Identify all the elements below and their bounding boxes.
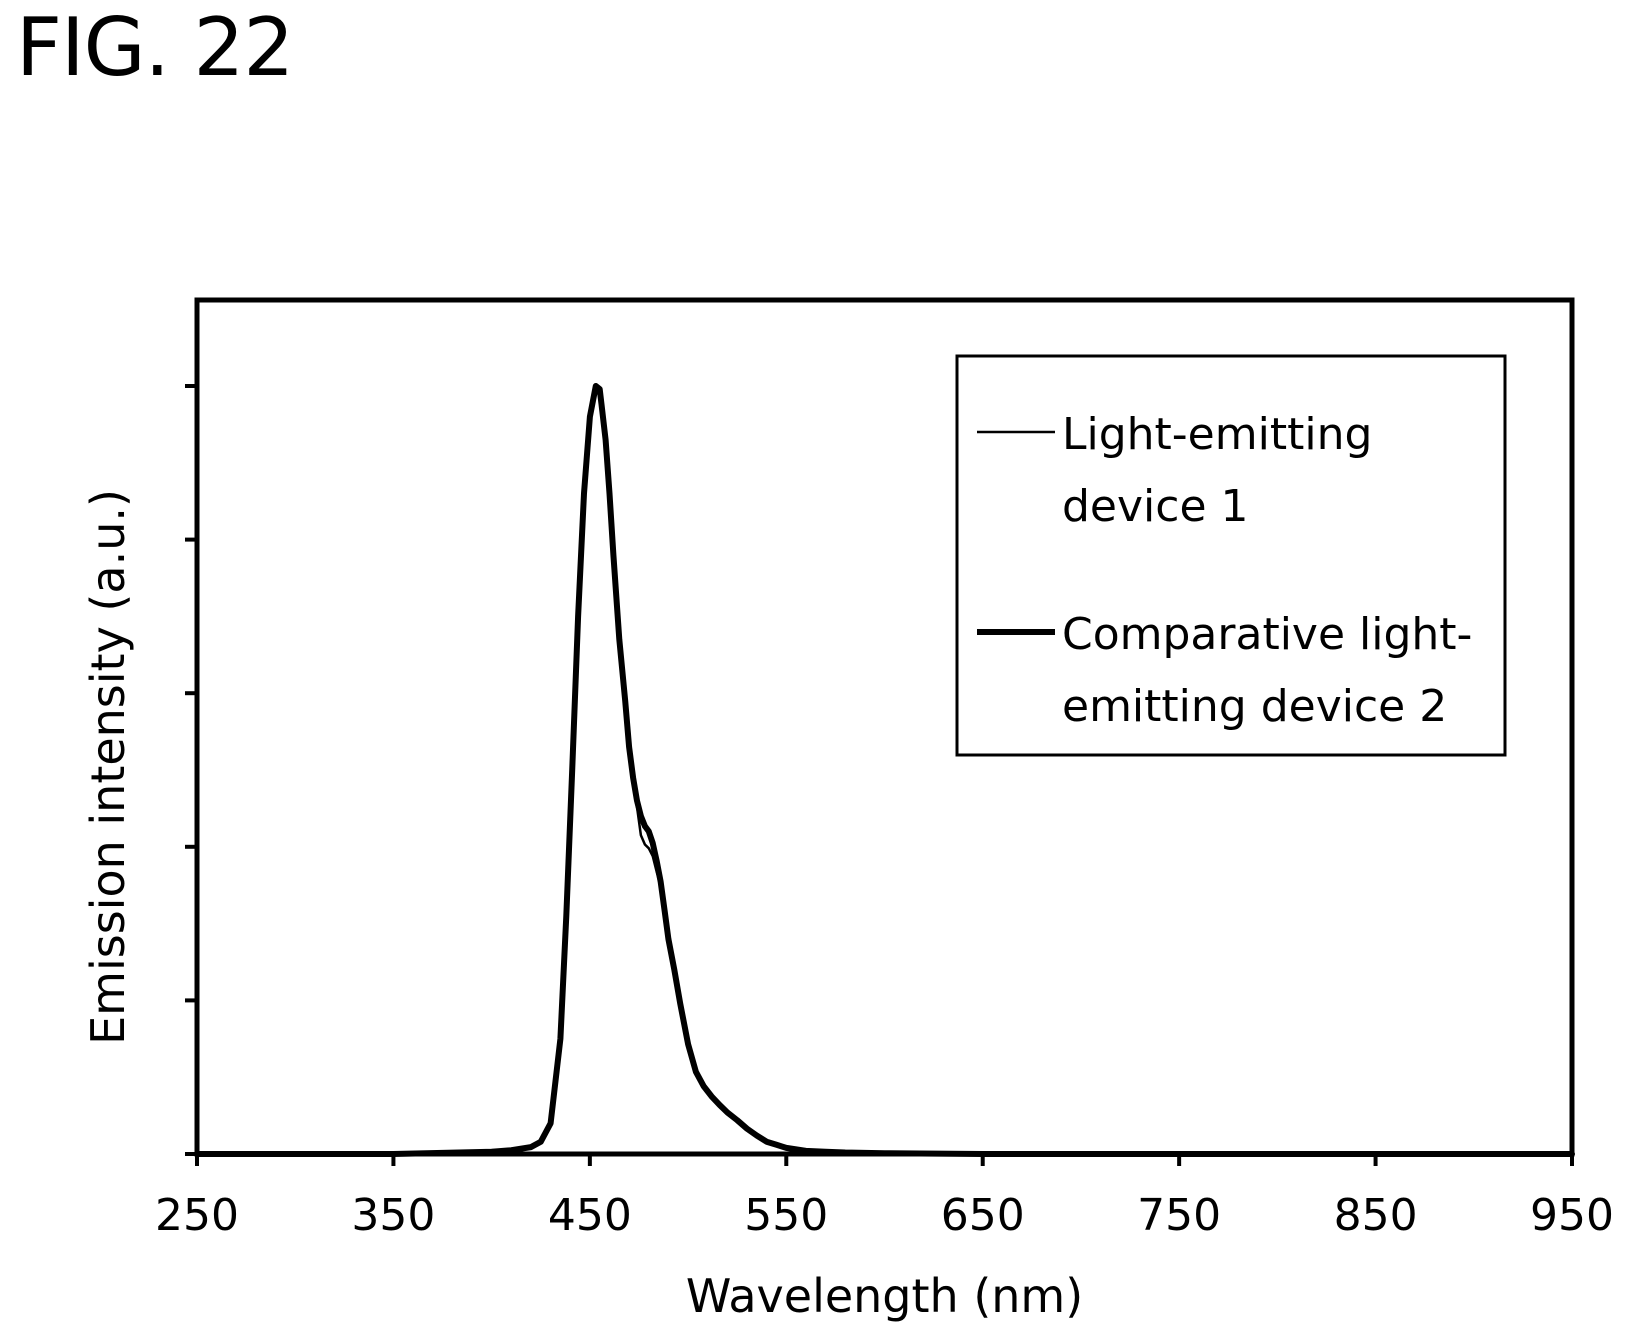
x-tick-label: 250 xyxy=(155,1190,239,1241)
x-tick-label: 550 xyxy=(744,1190,828,1241)
y-axis-label: Emission intensity (a.u.) xyxy=(81,489,135,1045)
legend-label: Comparative light- xyxy=(1062,609,1472,660)
x-tick-label: 350 xyxy=(351,1190,435,1241)
x-tick-label: 950 xyxy=(1530,1190,1614,1241)
legend-box xyxy=(955,354,1507,757)
legend-label: device 1 xyxy=(1062,481,1249,532)
x-tick-label: 850 xyxy=(1334,1190,1418,1241)
x-tick-label: 750 xyxy=(1137,1190,1221,1241)
x-tick-label: 450 xyxy=(548,1190,632,1241)
x-axis-label: Wavelength (nm) xyxy=(686,1269,1083,1323)
figure-label: FIG. 22 xyxy=(16,1,294,94)
legend-label: emitting device 2 xyxy=(1062,681,1447,732)
legend-label: Light-emitting xyxy=(1062,409,1372,460)
series-line-2 xyxy=(194,383,1575,1157)
x-tick-label: 650 xyxy=(941,1190,1025,1241)
